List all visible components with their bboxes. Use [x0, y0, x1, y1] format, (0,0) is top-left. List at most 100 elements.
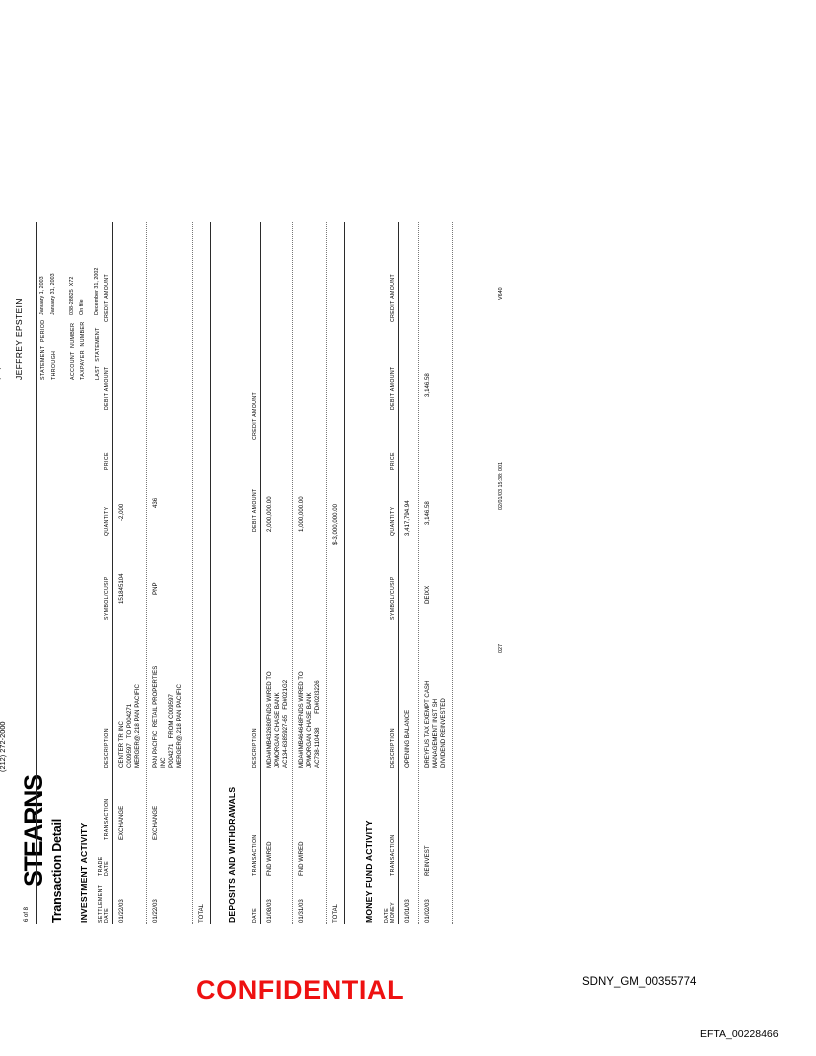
col-debit-amount: DEBIT AMOUNT: [104, 366, 110, 410]
dep-row-divider-1: [326, 222, 327, 924]
account-info-value-3: On file: [79, 299, 85, 315]
inv-row-1-settlement: 01/22/03: [152, 899, 159, 923]
col-credit-amount: CREDIT AMOUNT: [104, 273, 110, 322]
mf-row-0-desc-0: OPENING BALANCE: [404, 709, 411, 768]
investment-total-label: TOTAL: [198, 903, 205, 923]
mf-row-1-symbol: DEIXX: [424, 585, 431, 604]
account-info-label-3: TAXPAYER NUMBER: [80, 321, 86, 380]
inv-row-1-quantity: 436: [152, 497, 159, 508]
mf-col-quantity: QUANTITY: [390, 506, 396, 536]
mf-row-0-date: 01/01/03: [404, 899, 411, 923]
deposits-total-debit: $-3,000,000.00: [332, 504, 339, 545]
col-quantity: QUANTITY: [104, 506, 110, 536]
deposits-total-rule: [344, 222, 346, 924]
inv-row-1-desc-3: MERGER@.218 PAN PACIFIC: [176, 684, 183, 768]
inv-row-0-symbol: 151845104: [118, 573, 125, 604]
mf-row-1-debit: 3,146.58: [424, 373, 431, 397]
mf-row-1-desc-2: DIVIDEND REINVESTED: [440, 698, 447, 768]
dep-row-1-date: 01/31/03: [298, 899, 305, 923]
mf-row-1-quantity: 3,146.58: [424, 501, 431, 525]
inv-row-0-transaction: EXCHANGE: [118, 805, 125, 840]
clearing-phone: (212) 272-1000: [0, 343, 2, 380]
confidential-stamp: CONFIDENTIAL: [196, 975, 405, 1005]
col-trade-date-2: DATE: [104, 860, 110, 876]
dep-col-debit: DEBIT AMOUNT: [252, 488, 258, 532]
dep-col-credit: CREDIT AMOUNT: [252, 391, 258, 440]
dep-col-date: DATE: [252, 907, 258, 923]
account-info-label-1: THROUGH: [51, 350, 57, 380]
dep-row-0-desc-2: AC134-6385927-65 FD#021G2: [282, 679, 289, 768]
page-title: Transaction Detail: [50, 818, 64, 923]
mf-col-debit: DEBIT AMOUNT: [390, 366, 396, 410]
dep-row-divider-0: [292, 222, 293, 924]
mf-col-description: DESCRIPTION: [390, 728, 396, 768]
bates-number-middle: SDNY_GM_00355774: [582, 976, 697, 988]
dep-row-1-desc-2: AC738-110438 FD#02I3226: [314, 680, 321, 768]
inv-row-divider-0: [146, 222, 147, 924]
dep-row-0-transaction: FND WIRED: [266, 841, 273, 876]
inv-row-1-desc-2: P004271 FROM C009597: [168, 694, 175, 768]
investment-activity-title: INVESTMENT ACTIVITY: [79, 822, 89, 923]
banner-divider: [36, 222, 38, 924]
inv-row-0-desc-2: MERGER@.218 PAN PACIFIC: [134, 684, 141, 768]
account-info-value-4: December 31, 2002: [94, 267, 100, 315]
mf-row-1-desc-1: MANAGEMENT INST SH: [432, 698, 439, 768]
office-phone: (212) 272-2000: [0, 721, 7, 772]
dep-row-0-date: 01/08/03: [266, 899, 273, 923]
brand-line1: BEAR: [0, 820, 2, 887]
account-info-value-0: January 1, 2003: [39, 276, 45, 315]
dep-row-0-desc-1: JPMORGAN CHASE BANK: [274, 692, 281, 768]
brand-line2: STEARNS: [20, 775, 48, 887]
footer-run: 02/01/03 15:38: 001: [498, 462, 504, 510]
dep-row-0-desc-0: MDA#IMB432680FNDS WIRED TO: [266, 671, 273, 768]
account-holder: JEFFREY EPSTEIN: [14, 298, 24, 380]
inv-row-1-symbol: PNP: [152, 582, 159, 595]
account-info-label-4: LAST STATEMENT: [95, 327, 101, 380]
inv-row-0-quantity: -2,000: [118, 503, 125, 521]
mf-row-0-quantity: 3,417,794.94: [404, 500, 411, 536]
dep-row-1-desc-1: JPMORGAN CHASE BANK: [306, 692, 313, 768]
mf-col-transaction: TRANSACTION: [390, 834, 396, 876]
col-description: DESCRIPTION: [104, 728, 110, 768]
dep-row-0-debit: 2,000,000.00: [266, 496, 273, 532]
inv-row-0-desc-1: C009597 TO P004271: [126, 703, 133, 768]
mf-row-divider-1: [452, 222, 453, 924]
mf-col-credit: CREDIT AMOUNT: [390, 273, 396, 322]
investment-total-rule: [210, 222, 212, 924]
footer-code: 027: [498, 644, 504, 653]
investment-header-rule: [112, 222, 114, 924]
account-info-label-0: STATEMENT PERIOD: [40, 319, 46, 380]
col-symbol-cusip: SYMBOL/CUSIP: [104, 576, 110, 620]
col-price: PRICE: [104, 452, 110, 470]
mf-col-price: PRICE: [390, 452, 396, 470]
col-transaction: TRANSACTION: [104, 798, 110, 840]
money-fund-title: MONEY FUND ACTIVITY: [364, 820, 374, 923]
bates-number-bottom: EFTA_00228466: [700, 1028, 779, 1040]
dep-col-description: DESCRIPTION: [252, 728, 258, 768]
dep-row-1-desc-0: MDA#IMB464648FNDS WIRED TO: [298, 671, 305, 768]
dep-row-1-transaction: FND WIRED: [298, 841, 305, 876]
mf-row-1-transaction: REINVEST: [424, 845, 431, 876]
mf-row-1-desc-0: DREYFUS TAX EXEMPT CASH: [424, 680, 431, 768]
page-number: 6 of 8: [24, 906, 30, 922]
inv-row-0-desc-0: CENTER TR INC: [118, 721, 125, 768]
deposits-total-label: TOTAL: [332, 903, 339, 923]
inv-row-1-transaction: EXCHANGE: [152, 805, 159, 840]
inv-row-1-desc-1: INC: [160, 757, 167, 769]
account-info-value-1: January 31, 2003: [50, 273, 56, 315]
account-info-value-2: 038-28825 X72: [69, 276, 75, 315]
mf-row-divider-0: [418, 222, 419, 924]
inv-row-1-desc-0: PAN PACIFIC RETAIL PROPERTIES: [152, 665, 159, 768]
dep-col-transaction: TRANSACTION: [252, 834, 258, 876]
mf-col-symbol: SYMBOL/CUSIP: [390, 576, 396, 620]
dep-row-1-debit: 1,000,000.00: [298, 496, 305, 532]
mf-col-date-2: MONEY: [390, 901, 396, 923]
footer-right: V640: [498, 287, 504, 300]
deposits-header-rule: [260, 222, 262, 924]
inv-row-divider-1: [192, 222, 193, 924]
col-settlement-date-2: DATE: [104, 907, 110, 923]
mf-row-1-date: 01/02/03: [424, 899, 431, 923]
money-fund-header-rule: [398, 222, 400, 924]
account-info-label-2: ACCOUNT NUMBER: [70, 322, 76, 380]
inv-row-0-settlement: 01/22/03: [118, 899, 125, 923]
